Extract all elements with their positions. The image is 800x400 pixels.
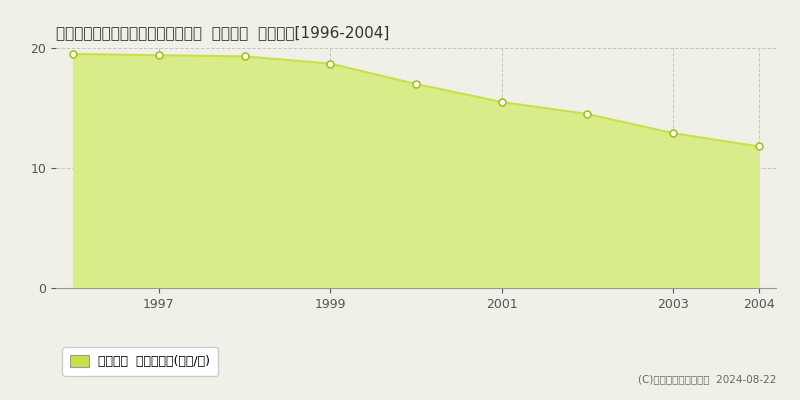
Point: [153, 52, 166, 58]
Point: [238, 53, 251, 60]
Point: [753, 143, 766, 150]
Point: [666, 130, 679, 136]
Point: [66, 51, 79, 57]
Text: 大阪府河内長野市日野５１３番１外  地価公示  地価推移[1996-2004]: 大阪府河内長野市日野５１３番１外 地価公示 地価推移[1996-2004]: [56, 25, 390, 40]
Point: [495, 99, 508, 105]
Point: [324, 60, 337, 67]
Text: (C)土地価格ドットコム  2024-08-22: (C)土地価格ドットコム 2024-08-22: [638, 374, 776, 384]
Point: [410, 81, 422, 87]
Legend: 地価公示  平均啶単価(万円/啶): 地価公示 平均啶単価(万円/啶): [62, 347, 218, 376]
Point: [581, 111, 594, 117]
